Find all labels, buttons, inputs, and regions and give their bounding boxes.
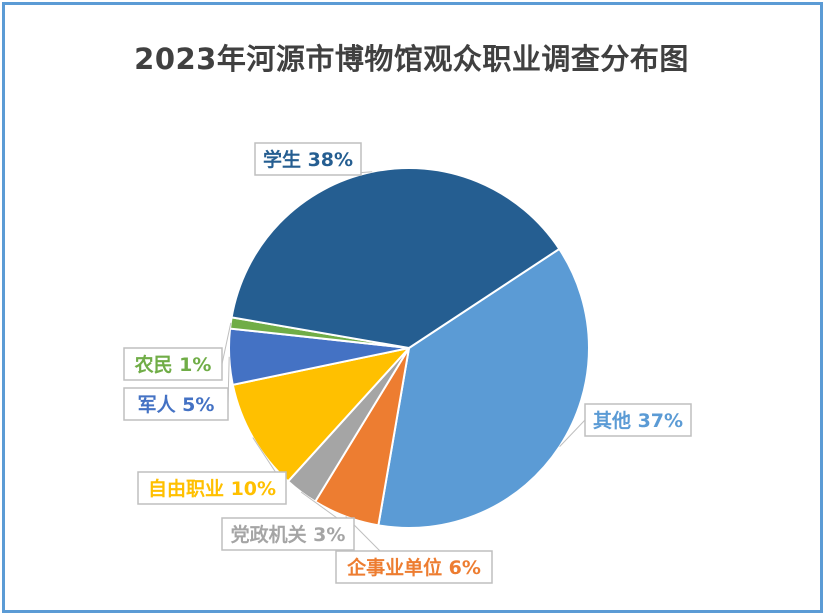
data-label-6: 学生 38% xyxy=(263,148,353,171)
data-label-box-6 xyxy=(254,142,362,176)
chart-title: 2023年河源市博物馆观众职业调查分布图 xyxy=(134,42,689,76)
data-label-box-5 xyxy=(123,347,223,381)
data-label-2: 党政机关 3% xyxy=(231,523,346,546)
leader-line-5 xyxy=(221,322,232,365)
data-label-4: 军人 5% xyxy=(138,394,215,416)
data-label-box-3 xyxy=(137,471,287,505)
leader-line-2 xyxy=(300,491,338,519)
data-label-5: 农民 1% xyxy=(134,353,212,376)
data-label-box-2 xyxy=(221,517,355,551)
data-label-0: 其他 37% xyxy=(593,409,683,432)
data-label-box-0 xyxy=(584,403,692,437)
data-label-3: 自由职业 10% xyxy=(148,477,276,500)
data-label-1: 企事业单位 6% xyxy=(346,556,481,579)
data-label-box-1 xyxy=(335,550,493,584)
data-label-box-4 xyxy=(123,387,229,421)
pie-slice-6 xyxy=(230,167,561,350)
leader-line-0 xyxy=(559,419,586,447)
